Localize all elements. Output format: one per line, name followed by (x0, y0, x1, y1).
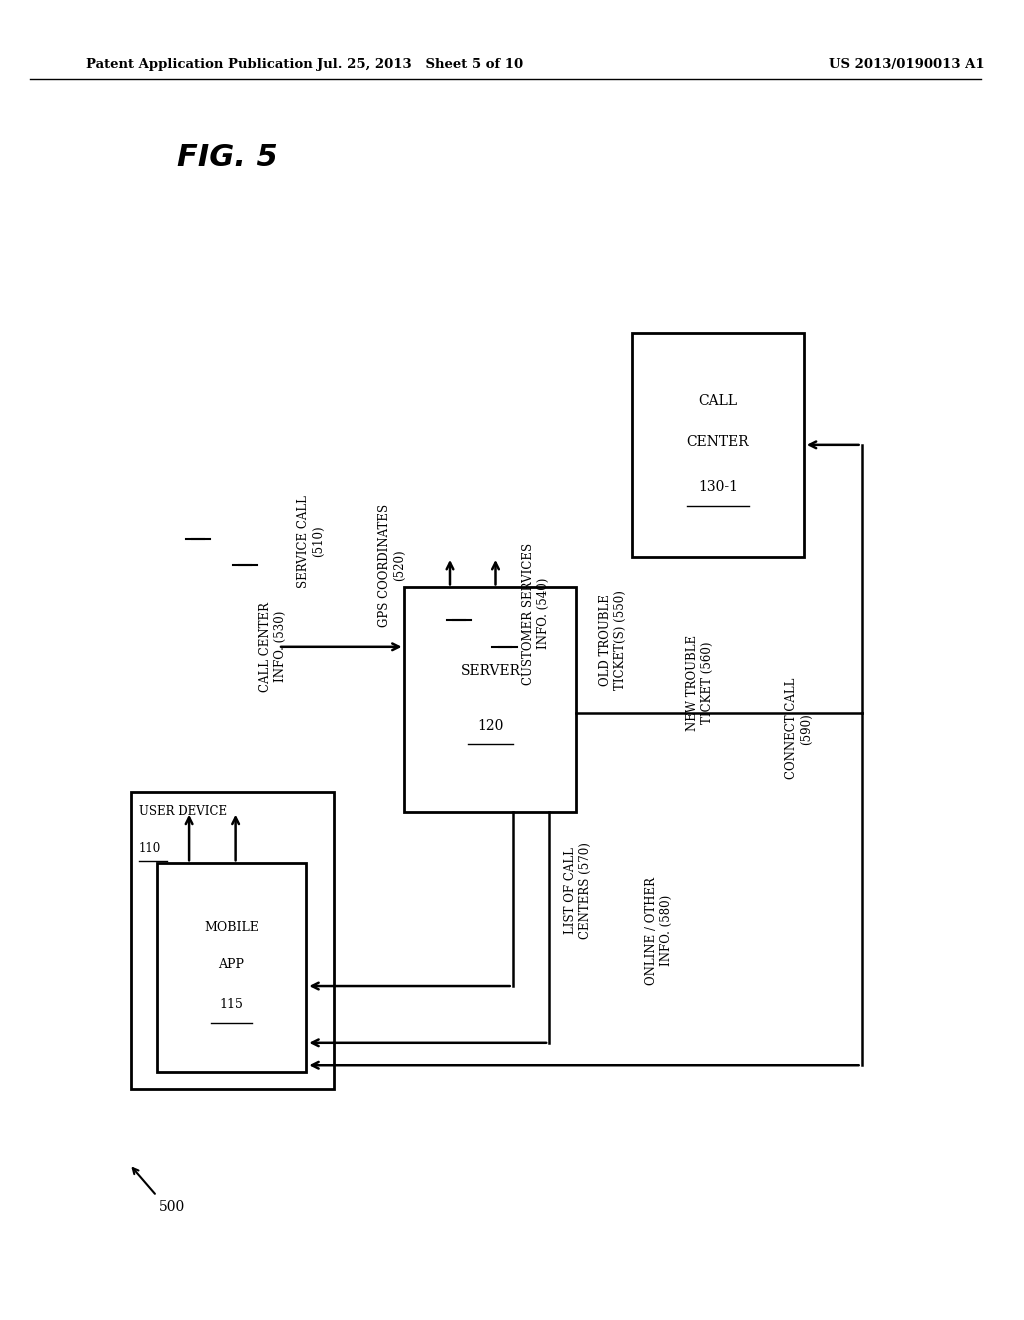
Text: GPS COORDINATES
(520): GPS COORDINATES (520) (378, 503, 407, 627)
Text: ONLINE / OTHER
INFO. (580): ONLINE / OTHER INFO. (580) (645, 876, 674, 985)
Text: 500: 500 (159, 1200, 185, 1214)
Text: Patent Application Publication: Patent Application Publication (86, 58, 312, 71)
Text: 110: 110 (138, 842, 161, 855)
Bar (131, 792, 334, 1089)
Text: MOBILE: MOBILE (204, 921, 259, 935)
Text: CALL: CALL (698, 395, 737, 408)
Text: CALL CENTER
INFO. (530): CALL CENTER INFO. (530) (259, 602, 287, 692)
Text: OLD TROUBLE
TICKET(S) (550): OLD TROUBLE TICKET(S) (550) (599, 590, 627, 690)
Bar (157, 863, 306, 1072)
Text: LIST OF CALL
CENTERS (570): LIST OF CALL CENTERS (570) (564, 842, 593, 940)
Bar (632, 333, 804, 557)
Text: NEW TROUBLE
TICKET (560): NEW TROUBLE TICKET (560) (686, 635, 714, 730)
Text: FIG. 5: FIG. 5 (177, 143, 278, 172)
Text: 115: 115 (219, 998, 244, 1011)
Text: APP: APP (218, 958, 245, 972)
Text: Jul. 25, 2013   Sheet 5 of 10: Jul. 25, 2013 Sheet 5 of 10 (316, 58, 522, 71)
Text: CENTER: CENTER (687, 436, 750, 449)
Text: US 2013/0190013 A1: US 2013/0190013 A1 (829, 58, 985, 71)
Text: 130-1: 130-1 (698, 480, 738, 494)
Text: CUSTOMER SERVICES
INFO. (540): CUSTOMER SERVICES INFO. (540) (522, 543, 550, 685)
Bar (404, 587, 577, 812)
Text: USER DEVICE: USER DEVICE (138, 805, 226, 818)
Text: SERVICE CALL
(510): SERVICE CALL (510) (297, 495, 326, 587)
Text: SERVER: SERVER (461, 664, 520, 677)
Text: 120: 120 (477, 719, 504, 733)
Text: CONNECT CALL
(590): CONNECT CALL (590) (784, 678, 813, 779)
